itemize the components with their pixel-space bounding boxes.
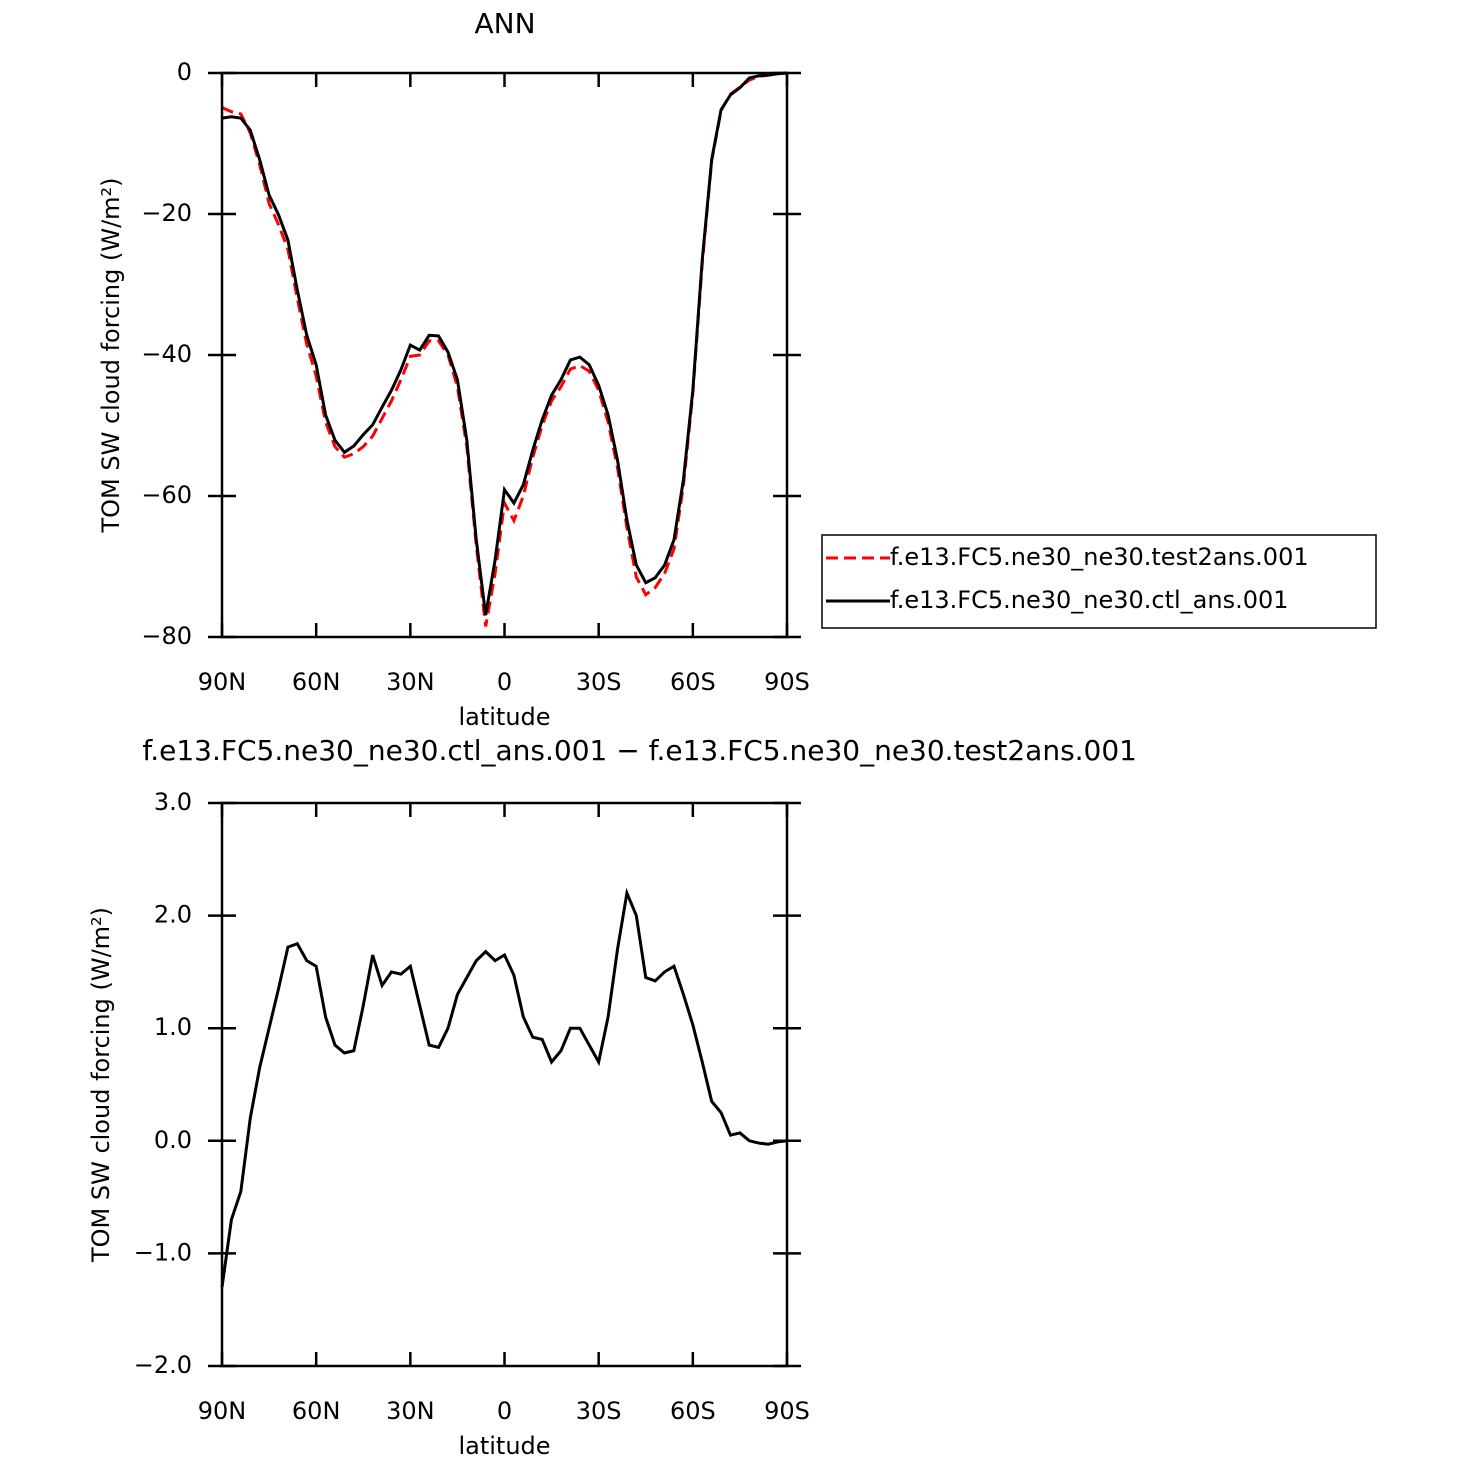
chart-title: f.e13.FC5.ne30_ne30.ctl_ans.001 − f.e13.… [142, 734, 1137, 767]
y-tick-label: −60 [141, 481, 192, 509]
legend-label: f.e13.FC5.ne30_ne30.test2ans.001 [890, 543, 1309, 571]
y-tick-label: −80 [141, 622, 192, 650]
x-tick-label: 60S [670, 1397, 716, 1425]
x-tick-label: 60S [670, 668, 716, 696]
chart-title: ANN [474, 7, 535, 40]
x-tick-label: 30N [386, 668, 435, 696]
y-tick-label: 3.0 [154, 788, 192, 816]
plot-frame [220, 71, 789, 639]
x-tick-label: 90S [764, 1397, 810, 1425]
x-axis-label: latitude [458, 703, 550, 731]
x-tick-label: 90S [764, 668, 810, 696]
y-tick-label: −40 [141, 340, 192, 368]
x-tick-label: 90N [198, 1397, 247, 1425]
y-tick-label: 1.0 [154, 1013, 192, 1041]
y-tick-label: 2.0 [154, 901, 192, 929]
legend-box [821, 534, 1377, 629]
plot-frame [220, 801, 789, 1368]
y-tick-label: −2.0 [134, 1351, 192, 1379]
x-tick-label: 0 [497, 1397, 512, 1425]
data-line [221, 71, 788, 616]
y-axis-label: TOM SW cloud forcing (W/m²) [87, 907, 115, 1263]
x-tick-label: 60N [292, 668, 341, 696]
y-tick-label: 0.0 [154, 1126, 192, 1154]
y-axis-label: TOM SW cloud forcing (W/m²) [97, 177, 125, 533]
x-tick-label: 30N [386, 1397, 435, 1425]
legend-label: f.e13.FC5.ne30_ne30.ctl_ans.001 [890, 586, 1289, 614]
y-tick-label: 0 [177, 58, 192, 86]
y-tick-label: −1.0 [134, 1238, 192, 1266]
data-line [221, 71, 788, 627]
x-axis-label: latitude [458, 1432, 550, 1460]
x-tick-label: 60N [292, 1397, 341, 1425]
x-tick-label: 0 [497, 668, 512, 696]
x-tick-label: 30S [576, 668, 622, 696]
x-tick-label: 90N [198, 668, 247, 696]
y-tick-label: −20 [141, 199, 192, 227]
data-line [220, 887, 788, 1288]
x-tick-label: 30S [576, 1397, 622, 1425]
